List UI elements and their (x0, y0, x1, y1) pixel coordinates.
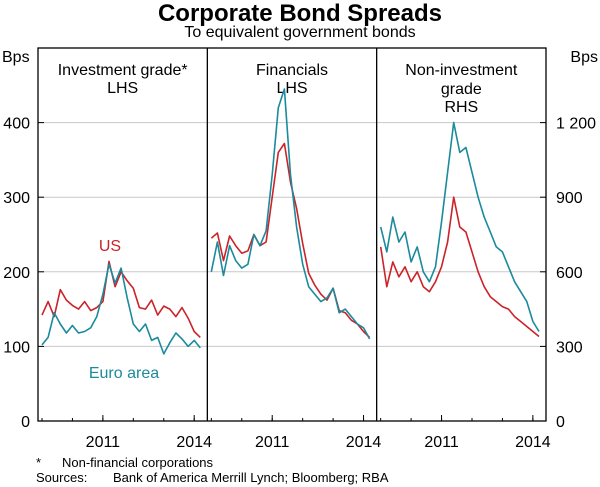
x-tick-label: 2014 (346, 434, 382, 451)
chart-title: Corporate Bond Spreads (157, 0, 443, 27)
series-line-us-panel-2 (210, 142, 371, 338)
series-line-us-panel-3 (379, 196, 540, 338)
panel-title-cont: grade (441, 81, 482, 98)
series-line-euro-panel-3 (379, 121, 540, 332)
x-tick-label: 2011 (86, 434, 121, 451)
chart-subtitle: To equivalent government bonds (184, 24, 416, 41)
panel-title: Non-investment (405, 62, 518, 79)
right-tick-label: 1 200 (556, 116, 596, 133)
footnote-asterisk: * (36, 455, 42, 470)
left-tick-label: 100 (3, 339, 30, 356)
left-tick-label: 0 (21, 414, 30, 431)
x-tick-label: 2011 (255, 434, 290, 451)
panel-title: Financials (256, 62, 328, 79)
panel-axis-note: LHS (107, 80, 138, 97)
series-line-euro-panel-1 (41, 263, 201, 355)
sources-text: Bank of America Merrill Lynch; Bloomberg… (113, 470, 389, 485)
panel-axis-note: RHS (444, 99, 478, 116)
left-tick-label: 200 (3, 265, 30, 282)
left-tick-label: 300 (3, 190, 30, 207)
right-tick-label: 900 (556, 190, 583, 207)
x-tick-label: 2014 (515, 434, 551, 451)
right-tick-label: 300 (556, 339, 583, 356)
left-tick-label: 400 (3, 116, 30, 133)
x-tick-label: 2014 (176, 434, 212, 451)
series-label-euro: Euro area (89, 365, 159, 382)
series-line-euro-panel-2 (210, 88, 371, 340)
panel-title: Investment grade* (58, 62, 188, 79)
series-line-us-panel-1 (41, 260, 201, 338)
left-axis-unit: Bps (2, 49, 30, 66)
right-tick-label: 0 (556, 414, 565, 431)
panel-axis-note: LHS (276, 80, 307, 97)
right-tick-label: 600 (556, 265, 583, 282)
sources-label: Sources: (36, 470, 88, 485)
right-axis-unit: Bps (570, 49, 598, 66)
series-label-us: US (99, 238, 121, 255)
plot-frame (37, 47, 547, 422)
footnote-text: Non-financial corporations (62, 455, 214, 470)
x-tick-label: 2011 (424, 434, 459, 451)
